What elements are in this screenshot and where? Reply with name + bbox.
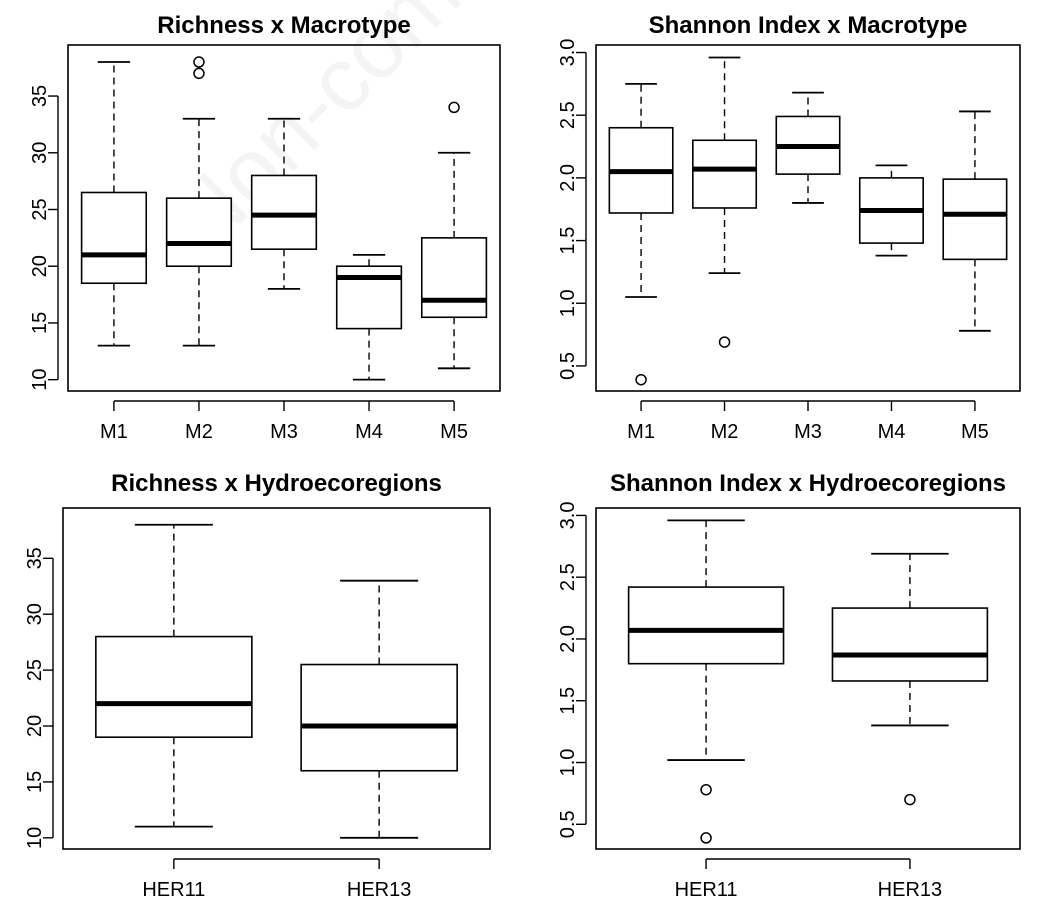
y-tick-label: 3.0 (557, 39, 579, 67)
y-tick-label: 10 (29, 369, 51, 391)
y-tick-label: 25 (29, 198, 51, 220)
y-tick-label: 1.0 (557, 749, 579, 777)
outlier-point (193, 67, 205, 80)
y-tick-label: 35 (24, 547, 46, 569)
x-tick-label: M1 (627, 421, 655, 443)
y-tick-label: 2.0 (557, 164, 579, 192)
chart-title: Shannon Index x Hydroecoregions (610, 470, 1006, 497)
iqr-box (165, 197, 233, 268)
x-tick-label: M1 (100, 421, 128, 443)
y-tick-label: 20 (29, 255, 51, 277)
box-M4 (335, 253, 403, 381)
box-M2 (165, 56, 233, 347)
box-M5 (420, 101, 488, 370)
y-tick-label: 10 (24, 827, 46, 849)
y-tick-label: 2.5 (557, 563, 579, 591)
box-M1 (608, 82, 674, 386)
iqr-box (250, 174, 318, 250)
y-tick-label: 30 (29, 142, 51, 164)
panel-4: Shannon Index x Hydroecoregions 0.5 1.0 1.5… (557, 470, 1021, 901)
iqr-box (95, 635, 253, 738)
y-tick-label: 20 (24, 715, 46, 737)
x-tick-label: M5 (440, 421, 468, 443)
y-tick-label: 3.0 (557, 502, 579, 530)
y-tick-label: 15 (29, 312, 51, 334)
x-tick-label: HER13 (347, 879, 411, 901)
iqr-box (831, 607, 989, 682)
outlier-point (635, 373, 647, 386)
iqr-box (80, 191, 148, 285)
y-tick-label: 2.0 (557, 625, 579, 653)
outlier-point (193, 56, 205, 68)
box-HER11 (627, 519, 785, 844)
x-tick-label: HER11 (142, 879, 205, 901)
x-tick-label: M3 (794, 421, 822, 443)
x-tick-label: HER11 (675, 879, 738, 901)
box-HER11 (95, 523, 253, 828)
outlier-point (700, 832, 712, 844)
x-tick-label: HER13 (878, 879, 942, 901)
box-HER13 (831, 552, 989, 806)
chart-title: Richness x Hydroecoregions (111, 470, 442, 497)
y-tick-label: 0.5 (557, 810, 579, 838)
box-M3 (250, 117, 318, 290)
outlier-point (448, 101, 460, 114)
iqr-box (300, 663, 458, 772)
plot-frame (62, 507, 491, 850)
y-tick-label: 0.5 (557, 352, 579, 380)
outlier-point (904, 793, 916, 806)
box-M4 (858, 164, 924, 257)
panel-3: Richness x Hydroecoregions 10 15 20 25 30 35 HE… (24, 470, 491, 901)
y-tick-label: 1.5 (557, 227, 579, 255)
box-M1 (80, 61, 148, 347)
box-HER13 (300, 579, 458, 839)
box-M5 (942, 110, 1008, 332)
iqr-box (420, 237, 488, 319)
panel-1: Richness x Macrotype 10 15 20 25 30 35 M1 M2 M3 M4… (29, 12, 501, 443)
y-tick-label: 30 (24, 603, 46, 625)
x-tick-label: M4 (355, 421, 383, 443)
x-tick-label: M5 (961, 421, 989, 443)
plot-frame (595, 507, 1021, 850)
outlier-point (700, 783, 712, 796)
x-tick-label: M3 (270, 421, 298, 443)
y-tick-label: 2.5 (557, 101, 579, 129)
y-tick-label: 1.0 (557, 289, 579, 317)
x-tick-label: M4 (878, 421, 906, 443)
iqr-box (692, 139, 758, 209)
box-M2 (692, 56, 758, 348)
box-M3 (775, 91, 841, 204)
y-tick-label: 25 (24, 659, 46, 681)
plot-frame (67, 44, 501, 392)
iqr-box (942, 178, 1008, 261)
chart-title: Shannon Index x Macrotype (649, 12, 968, 39)
iqr-box (627, 586, 785, 665)
x-tick-label: M2 (711, 421, 739, 443)
y-tick-label: 35 (29, 85, 51, 107)
panel-2: Shannon Index x Macrotype 0.5 1.0 1.5 2.0 2.5… (557, 12, 1021, 443)
plot-frame (595, 44, 1021, 392)
y-tick-label: 1.5 (557, 687, 579, 715)
y-tick-label: 15 (24, 771, 46, 793)
x-tick-label: M2 (185, 421, 213, 443)
chart-title: Richness x Macrotype (157, 12, 410, 39)
outlier-point (718, 336, 731, 348)
